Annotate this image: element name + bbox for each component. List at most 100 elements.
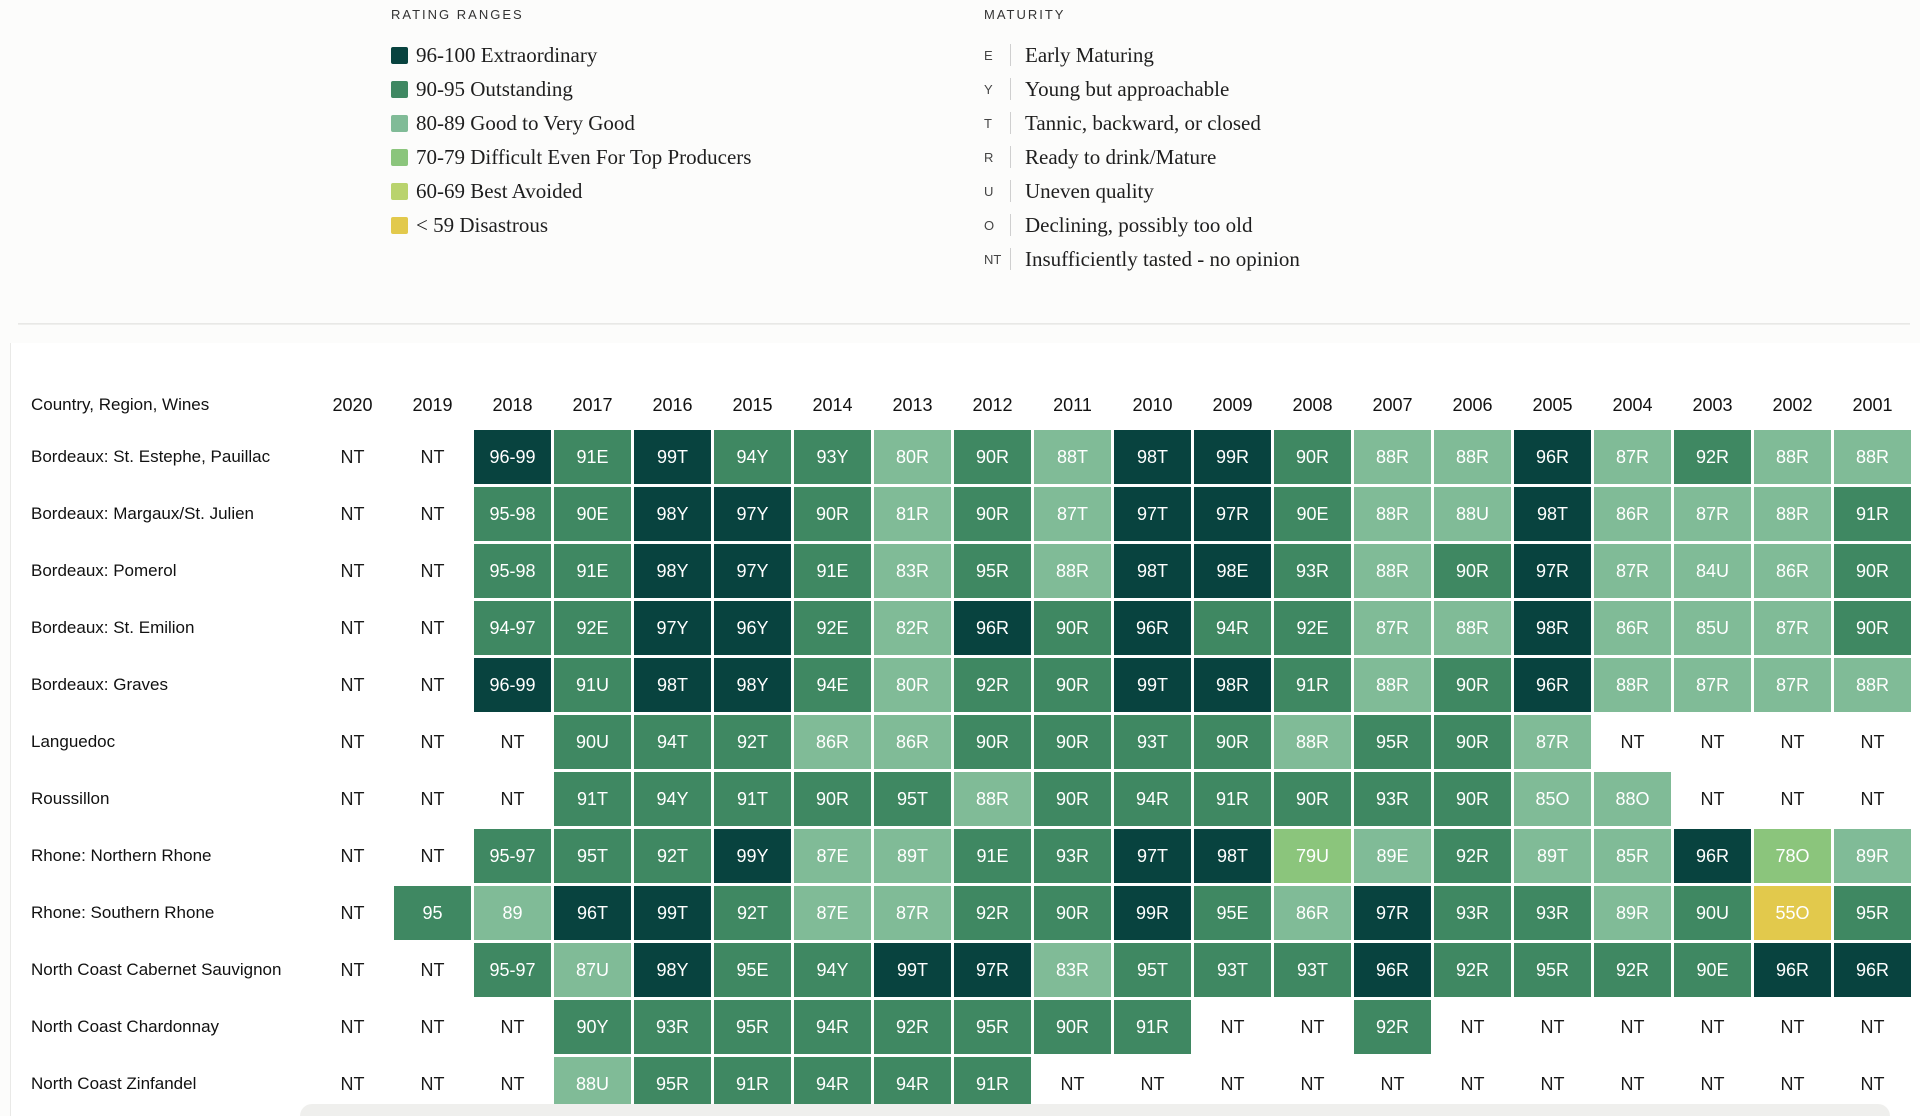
rating-legend-item: 60-69 Best Avoided — [391, 174, 751, 208]
rating-cell: 88U — [554, 1057, 631, 1111]
rating-cell: 98Y — [714, 658, 791, 712]
rating-cell: 95R — [634, 1057, 711, 1111]
rating-cell: 98Y — [634, 544, 711, 598]
rating-legend-item: < 59 Disastrous — [391, 208, 751, 242]
rating-cell: NT — [1460, 1016, 1485, 1037]
rating-cell: 98T — [1514, 487, 1591, 541]
rating-cell: NT — [1620, 731, 1645, 752]
table-row: Bordeaux: St. Estephe, Pauillac NT NT 96-99… — [23, 430, 1911, 484]
table-row: North Coast Chardonnay NT NT NT 90Y 93R 95R 94R… — [23, 1000, 1911, 1054]
rating-cell: 79U — [1274, 829, 1351, 883]
rating-cell: 89T — [1514, 829, 1591, 883]
rating-cell: 95-97 — [474, 829, 551, 883]
rating-cell: 88R — [1034, 544, 1111, 598]
rating-cell: 93R — [1274, 544, 1351, 598]
rating-cell: 88R — [1434, 601, 1511, 655]
rating-cell: 90R — [1834, 544, 1911, 598]
rating-cell: NT — [1220, 1073, 1245, 1094]
rating-cell: 97Y — [714, 487, 791, 541]
maturity-code: R — [984, 149, 994, 165]
color-swatch — [391, 80, 408, 98]
rating-cell: 94R — [794, 1057, 871, 1111]
rating-cell: 98E — [1194, 544, 1271, 598]
rating-cell: 91T — [554, 772, 631, 826]
rating-cell: NT — [1700, 788, 1725, 809]
rating-cell: 91E — [554, 544, 631, 598]
year-header: 2015 — [732, 394, 773, 415]
rating-cell: 97R — [1514, 544, 1591, 598]
rating-cell: 95R — [1354, 715, 1431, 769]
maturity-legend-item: T Tannic, backward, or closed — [984, 106, 1300, 140]
rating-cell: 95T — [874, 772, 951, 826]
rating-cell: 95-98 — [474, 544, 551, 598]
rating-cell: 92T — [634, 829, 711, 883]
rating-cell: 96-99 — [474, 430, 551, 484]
rating-cell: 86R — [874, 715, 951, 769]
rating-cell: 90Y — [554, 1000, 631, 1054]
maturity-separator — [1010, 180, 1011, 202]
rating-cell: 96-99 — [474, 658, 551, 712]
rating-cell: 96R — [1674, 829, 1751, 883]
rating-cell: NT — [500, 731, 525, 752]
region-name: Roussillon — [31, 789, 110, 808]
region-name: Bordeaux: St. Estephe, Pauillac — [31, 447, 271, 466]
color-swatch — [391, 148, 408, 166]
year-header: 2018 — [492, 394, 533, 415]
rating-cell: 97R — [1194, 487, 1271, 541]
year-header: 2008 — [1292, 394, 1333, 415]
rating-cell: 91U — [554, 658, 631, 712]
rating-cell: 91E — [954, 829, 1031, 883]
rating-cell: 94R — [794, 1000, 871, 1054]
rating-cell: 93R — [1434, 886, 1511, 940]
rating-cell: 90R — [1434, 715, 1511, 769]
scroll-shadow — [300, 1104, 1890, 1116]
rating-cell: 86R — [1274, 886, 1351, 940]
rating-cell: 97Y — [714, 544, 791, 598]
region-name: Bordeaux: St. Emilion — [31, 618, 195, 637]
rating-cell: NT — [420, 959, 445, 980]
region-name: North Coast Chardonnay — [31, 1017, 220, 1036]
rating-cell: 90E — [554, 487, 631, 541]
maturity-label: Tannic, backward, or closed — [1025, 110, 1261, 135]
rating-cell: 88R — [1754, 487, 1831, 541]
rating-cell: NT — [1860, 1073, 1885, 1094]
rating-cell: 88R — [1594, 658, 1671, 712]
maturity-separator — [1010, 112, 1011, 134]
color-swatch — [391, 114, 408, 132]
rating-cell: 92R — [1354, 1000, 1431, 1054]
rating-cell: 87R — [1754, 601, 1831, 655]
rating-legend-item: 90-95 Outstanding — [391, 72, 751, 106]
rating-cell: 87R — [1514, 715, 1591, 769]
rating-cell: NT — [420, 503, 445, 524]
rating-cell: NT — [1380, 1073, 1405, 1094]
rating-cell: 89R — [1594, 886, 1671, 940]
table-row: Bordeaux: St. Emilion NT NT 94-97 92E 97Y 96Y 9… — [23, 601, 1911, 655]
rating-cell: 93R — [634, 1000, 711, 1054]
region-name: Languedoc — [31, 732, 116, 751]
region-name: Rhone: Northern Rhone — [31, 846, 212, 865]
rating-cell: 94E — [794, 658, 871, 712]
rating-cell: NT — [1140, 1073, 1165, 1094]
rating-cell: 96R — [954, 601, 1031, 655]
rating-cell: 91R — [1274, 658, 1351, 712]
rating-cell: 87R — [1354, 601, 1431, 655]
maturity-list: E Early Maturing Y Young but approachable T T… — [984, 38, 1300, 276]
rating-cell: 88R — [1434, 430, 1511, 484]
maturity-legend-item: NT Insufficiently tasted - no opinion — [984, 242, 1300, 276]
rating-cell: 92E — [554, 601, 631, 655]
rating-ranges-legend: RATING RANGES 96-100 Extraordinary 90-95 … — [391, 0, 751, 242]
rating-cell: 88R — [1354, 658, 1431, 712]
rating-cell: NT — [1620, 1073, 1645, 1094]
rating-cell: NT — [420, 845, 445, 866]
rating-cell: 93T — [1114, 715, 1191, 769]
rating-cell: NT — [420, 617, 445, 638]
rating-cell: 98T — [1194, 829, 1271, 883]
maturity-separator — [1010, 214, 1011, 236]
rating-cell: 87R — [1674, 487, 1751, 541]
rating-cell: 91R — [1834, 487, 1911, 541]
rating-cell: 97T — [1114, 487, 1191, 541]
rating-cell: 95-97 — [474, 943, 551, 997]
region-name: Bordeaux: Pomerol — [31, 561, 177, 580]
rating-cell: 87R — [1754, 658, 1831, 712]
rating-cell: 90R — [1034, 886, 1111, 940]
